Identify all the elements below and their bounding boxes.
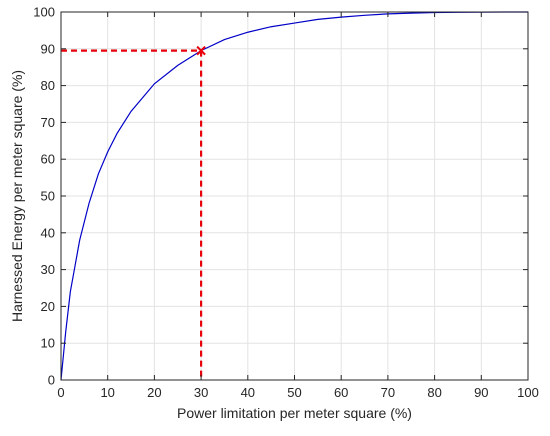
y-tick-label: 30	[41, 262, 55, 277]
y-tick-label: 40	[41, 225, 55, 240]
x-tick-label: 100	[517, 385, 539, 400]
x-tick-label: 90	[474, 385, 488, 400]
grid-lines	[60, 11, 529, 381]
x-tick-label: 10	[100, 385, 114, 400]
y-tick-label: 0	[48, 373, 55, 388]
x-axis-ticks: 0 10 20 30 40 50 60 70 80 90 100	[57, 12, 539, 400]
y-tick-label: 60	[41, 152, 55, 167]
plot-area	[60, 11, 528, 381]
y-tick-label: 100	[33, 5, 55, 20]
x-tick-label: 60	[334, 385, 348, 400]
series-line	[60, 11, 528, 381]
x-tick-label: 80	[427, 385, 441, 400]
y-axis-ticks: 0 10 20 30 40 50 60 70 80 90 100	[33, 5, 528, 388]
annotation-x-marker	[196, 45, 206, 56]
x-tick-label: 50	[287, 385, 301, 400]
x-tick-label: 20	[147, 385, 161, 400]
y-axis-label: Harnessed Energy per meter square (%)	[9, 70, 25, 322]
x-axis-label: Power limitation per meter square (%)	[177, 405, 412, 421]
y-tick-label: 10	[41, 336, 55, 351]
x-tick-label: 70	[381, 385, 395, 400]
y-tick-label: 90	[41, 41, 55, 56]
y-tick-label: 80	[41, 78, 55, 93]
x-tick-label: 40	[241, 385, 255, 400]
y-tick-label: 50	[41, 189, 55, 204]
x-tick-label: 30	[194, 385, 208, 400]
y-tick-label: 20	[41, 299, 55, 314]
y-tick-label: 70	[41, 115, 55, 130]
x-tick-label: 0	[57, 385, 64, 400]
annotation-layer	[61, 45, 206, 380]
